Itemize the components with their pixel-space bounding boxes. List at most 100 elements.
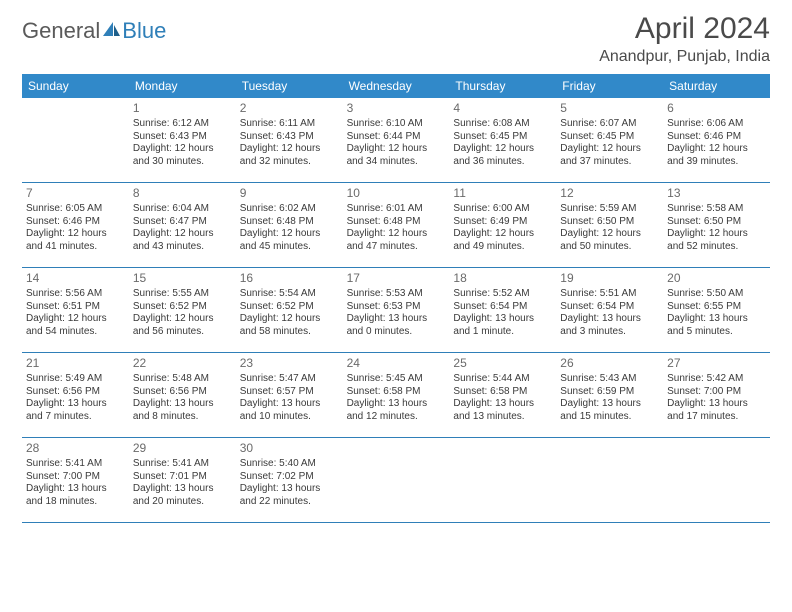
- daylight-line: Daylight: 13 hours and 22 minutes.: [240, 483, 339, 508]
- sunrise-line: Sunrise: 5:42 AM: [667, 373, 766, 386]
- sunset-value: 6:59 PM: [597, 386, 634, 397]
- calendar-cell: 8Sunrise: 6:04 AMSunset: 6:47 PMDaylight…: [129, 183, 236, 267]
- week-row: 1Sunrise: 6:12 AMSunset: 6:43 PMDaylight…: [22, 98, 770, 183]
- sunset-line: Sunset: 6:50 PM: [667, 216, 766, 229]
- sunrise-line: Sunrise: 6:00 AM: [453, 203, 552, 216]
- week-row: 14Sunrise: 5:56 AMSunset: 6:51 PMDayligh…: [22, 268, 770, 353]
- sunset-line: Sunset: 7:00 PM: [667, 386, 766, 399]
- sunset-value: 6:52 PM: [170, 301, 207, 312]
- calendar-cell: [343, 438, 450, 522]
- daylight-line: Daylight: 12 hours and 32 minutes.: [240, 143, 339, 168]
- day-number: 17: [347, 271, 446, 286]
- sunset-line: Sunset: 6:58 PM: [347, 386, 446, 399]
- sunrise-value: 5:44 AM: [493, 373, 530, 384]
- sunrise-line: Sunrise: 6:11 AM: [240, 118, 339, 131]
- calendar-cell: 29Sunrise: 5:41 AMSunset: 7:01 PMDayligh…: [129, 438, 236, 522]
- sunrise-line: Sunrise: 6:01 AM: [347, 203, 446, 216]
- day-number: 9: [240, 186, 339, 201]
- sunset-value: 7:01 PM: [170, 471, 207, 482]
- sunrise-value: 5:43 AM: [600, 373, 637, 384]
- calendar-cell: [556, 438, 663, 522]
- sunrise-line: Sunrise: 6:08 AM: [453, 118, 552, 131]
- daylight-value: 13 hours and 7 minutes.: [26, 398, 107, 422]
- day-number: 21: [26, 356, 125, 371]
- sunrise-value: 6:01 AM: [386, 203, 423, 214]
- sunrise-value: 5:42 AM: [707, 373, 744, 384]
- day-number: 28: [26, 441, 125, 456]
- calendar-cell: 4Sunrise: 6:08 AMSunset: 6:45 PMDaylight…: [449, 98, 556, 182]
- sunrise-value: 5:47 AM: [279, 373, 316, 384]
- day-headers-row: SundayMondayTuesdayWednesdayThursdayFrid…: [22, 74, 770, 98]
- sunset-value: 6:51 PM: [63, 301, 100, 312]
- sunrise-value: 6:08 AM: [493, 118, 530, 129]
- daylight-value: 12 hours and 50 minutes.: [560, 228, 641, 252]
- sunrise-line: Sunrise: 5:58 AM: [667, 203, 766, 216]
- sunrise-line: Sunrise: 6:10 AM: [347, 118, 446, 131]
- sunrise-value: 5:45 AM: [386, 373, 423, 384]
- day-number: 8: [133, 186, 232, 201]
- sunset-line: Sunset: 6:45 PM: [453, 131, 552, 144]
- sunrise-line: Sunrise: 5:41 AM: [133, 458, 232, 471]
- logo: General Blue: [22, 18, 166, 44]
- sunrise-line: Sunrise: 6:06 AM: [667, 118, 766, 131]
- weeks-container: 1Sunrise: 6:12 AMSunset: 6:43 PMDaylight…: [22, 98, 770, 523]
- daylight-value: 12 hours and 37 minutes.: [560, 143, 641, 167]
- sunrise-value: 6:12 AM: [172, 118, 209, 129]
- sunset-value: 7:00 PM: [704, 386, 741, 397]
- week-row: 28Sunrise: 5:41 AMSunset: 7:00 PMDayligh…: [22, 438, 770, 523]
- sunrise-value: 5:56 AM: [65, 288, 102, 299]
- daylight-line: Daylight: 12 hours and 50 minutes.: [560, 228, 659, 253]
- sunrise-line: Sunrise: 5:41 AM: [26, 458, 125, 471]
- logo-sail-icon: [101, 18, 121, 44]
- daylight-value: 12 hours and 43 minutes.: [133, 228, 214, 252]
- day-number: 18: [453, 271, 552, 286]
- sunset-line: Sunset: 6:58 PM: [453, 386, 552, 399]
- sunset-value: 6:48 PM: [383, 216, 420, 227]
- sunset-line: Sunset: 6:45 PM: [560, 131, 659, 144]
- sunrise-line: Sunrise: 5:45 AM: [347, 373, 446, 386]
- daylight-value: 13 hours and 0 minutes.: [347, 313, 428, 337]
- sunrise-value: 5:41 AM: [65, 458, 102, 469]
- sunrise-line: Sunrise: 6:05 AM: [26, 203, 125, 216]
- calendar: SundayMondayTuesdayWednesdayThursdayFrid…: [22, 74, 770, 523]
- sunrise-line: Sunrise: 5:47 AM: [240, 373, 339, 386]
- day-number: 22: [133, 356, 232, 371]
- sunrise-value: 6:04 AM: [172, 203, 209, 214]
- day-number: 19: [560, 271, 659, 286]
- day-number: 6: [667, 101, 766, 116]
- calendar-cell: [663, 438, 770, 522]
- sunrise-value: 5:49 AM: [65, 373, 102, 384]
- daylight-line: Daylight: 12 hours and 37 minutes.: [560, 143, 659, 168]
- sunset-line: Sunset: 7:00 PM: [26, 471, 125, 484]
- daylight-value: 13 hours and 8 minutes.: [133, 398, 214, 422]
- sunset-value: 6:58 PM: [383, 386, 420, 397]
- sunset-value: 6:47 PM: [170, 216, 207, 227]
- sunset-value: 6:52 PM: [276, 301, 313, 312]
- sunrise-line: Sunrise: 6:02 AM: [240, 203, 339, 216]
- calendar-cell: [449, 438, 556, 522]
- day-header: Thursday: [449, 74, 556, 98]
- sunset-value: 6:54 PM: [490, 301, 527, 312]
- sunrise-value: 5:50 AM: [707, 288, 744, 299]
- sunrise-value: 5:55 AM: [172, 288, 209, 299]
- calendar-cell: 25Sunrise: 5:44 AMSunset: 6:58 PMDayligh…: [449, 353, 556, 437]
- sunset-line: Sunset: 7:02 PM: [240, 471, 339, 484]
- daylight-value: 13 hours and 5 minutes.: [667, 313, 748, 337]
- calendar-cell: 2Sunrise: 6:11 AMSunset: 6:43 PMDaylight…: [236, 98, 343, 182]
- sunrise-value: 6:00 AM: [493, 203, 530, 214]
- day-number: 16: [240, 271, 339, 286]
- calendar-cell: 13Sunrise: 5:58 AMSunset: 6:50 PMDayligh…: [663, 183, 770, 267]
- sunrise-value: 5:48 AM: [172, 373, 209, 384]
- sunrise-line: Sunrise: 5:59 AM: [560, 203, 659, 216]
- daylight-value: 12 hours and 36 minutes.: [453, 143, 534, 167]
- daylight-value: 12 hours and 47 minutes.: [347, 228, 428, 252]
- day-number: 27: [667, 356, 766, 371]
- sunset-line: Sunset: 6:56 PM: [26, 386, 125, 399]
- logo-text-general: General: [22, 18, 100, 44]
- calendar-cell: 11Sunrise: 6:00 AMSunset: 6:49 PMDayligh…: [449, 183, 556, 267]
- sunrise-line: Sunrise: 5:40 AM: [240, 458, 339, 471]
- sunrise-value: 6:02 AM: [279, 203, 316, 214]
- day-number: 7: [26, 186, 125, 201]
- sunset-value: 6:45 PM: [490, 131, 527, 142]
- calendar-cell: 3Sunrise: 6:10 AMSunset: 6:44 PMDaylight…: [343, 98, 450, 182]
